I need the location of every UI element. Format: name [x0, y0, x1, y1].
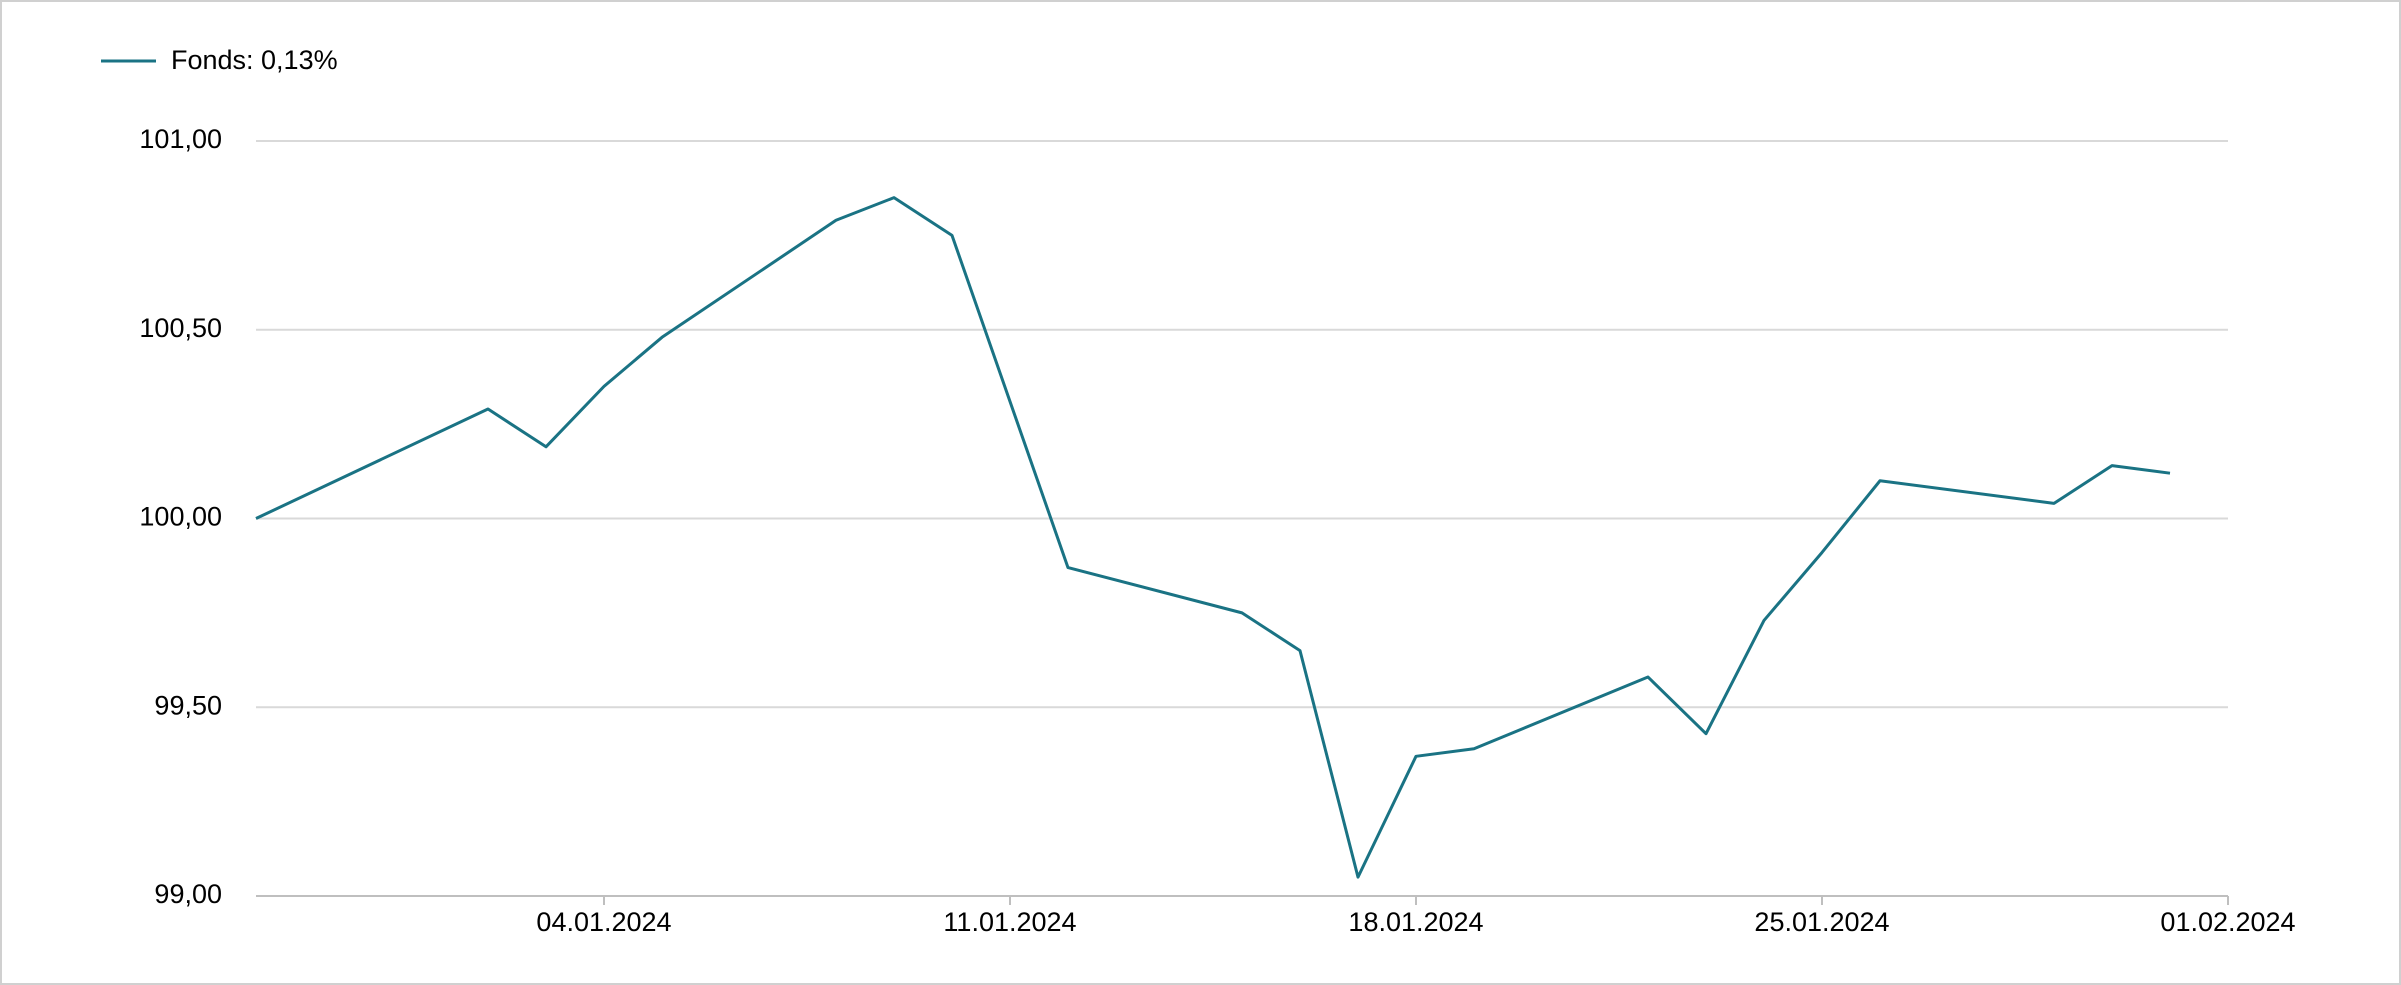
series-line [255, 196, 2171, 879]
legend-label: Fonds: 0,13% [171, 45, 338, 75]
x-tick-label: 04.01.2024 [536, 907, 671, 937]
x-tick-label: 01.02.2024 [2160, 907, 2295, 937]
y-tick-label: 99,00 [154, 879, 222, 909]
y-tick-label: 100,50 [139, 313, 222, 343]
y-tick-label: 100,00 [139, 502, 222, 532]
y-tick-label: 101,00 [139, 124, 222, 154]
x-tick-label: 11.01.2024 [943, 907, 1076, 937]
y-tick-label: 99,50 [154, 690, 222, 720]
x-tick-label: 25.01.2024 [1754, 907, 1889, 937]
x-tick-label: 18.01.2024 [1348, 907, 1483, 937]
